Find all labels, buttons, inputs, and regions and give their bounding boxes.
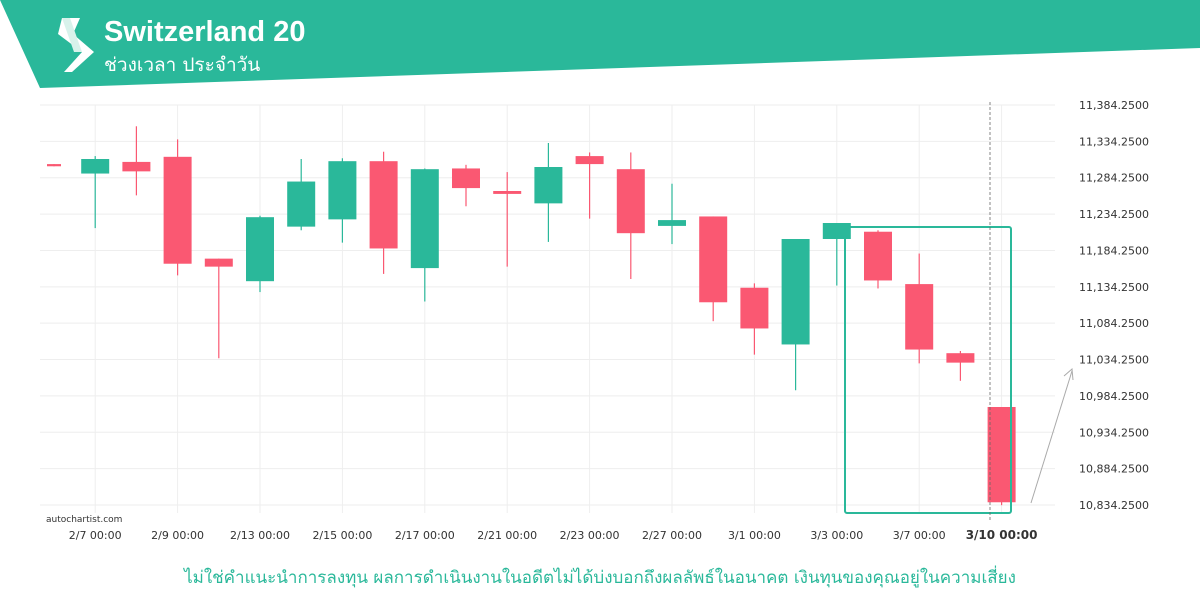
timeframe-subtitle: ช่วงเวลา ประจำวัน bbox=[104, 54, 261, 76]
y-axis: 11,384.2500 11,334.2500 11,284.2500 11,234.… bbox=[1079, 99, 1149, 512]
header-background bbox=[0, 0, 1200, 88]
candle-body bbox=[699, 216, 728, 303]
risk-disclaimer: ไม่ใช่คำแนะนำการลงทุน ผลการดำเนินงานในอด… bbox=[184, 568, 1016, 588]
candle-body bbox=[204, 258, 233, 267]
candle-body bbox=[658, 220, 686, 226]
candle-body bbox=[781, 239, 810, 345]
x-tick-label: 3/1 00:00 bbox=[728, 529, 781, 542]
x-tick-label: 2/7 00:00 bbox=[69, 529, 122, 542]
y-tick-label: 11,134.2500 bbox=[1079, 281, 1149, 294]
candle-body bbox=[946, 353, 975, 363]
candles bbox=[47, 126, 1016, 506]
y-tick-label: 11,334.2500 bbox=[1079, 135, 1149, 148]
x-axis: 2/7 00:00 2/9 00:00 2/13 00:00 2/15 00:00 2/… bbox=[69, 528, 1038, 542]
y-tick-label: 10,984.2500 bbox=[1079, 390, 1149, 403]
x-tick-label: 3/3 00:00 bbox=[810, 529, 863, 542]
y-tick-label: 11,034.2500 bbox=[1079, 354, 1149, 367]
watermark-text: autochartist.com bbox=[46, 515, 123, 525]
projection-arrow-line bbox=[1030, 370, 1073, 504]
pattern-highlight-box bbox=[844, 226, 1012, 514]
x-tick-label: 2/9 00:00 bbox=[151, 529, 204, 542]
x-tick-label: 2/13 00:00 bbox=[230, 529, 290, 542]
x-tick-label: 3/10 00:00 bbox=[966, 528, 1038, 542]
x-tick-label: 2/23 00:00 bbox=[560, 529, 620, 542]
candle-body bbox=[163, 156, 192, 264]
candle-body bbox=[122, 161, 151, 172]
y-tick-label: 11,184.2500 bbox=[1079, 244, 1149, 257]
x-tick-label: 2/27 00:00 bbox=[642, 529, 702, 542]
header-band bbox=[0, 0, 1200, 88]
chart-overlay bbox=[844, 102, 1074, 520]
candle-body bbox=[410, 169, 439, 269]
header-banner: Switzerland 20 ช่วงเวลา ประจำวัน bbox=[0, 0, 1200, 90]
x-tick-label: 2/15 00:00 bbox=[312, 529, 372, 542]
candle-body bbox=[905, 284, 934, 350]
candle-body bbox=[616, 169, 645, 234]
candle-body bbox=[575, 156, 604, 165]
candle-body bbox=[452, 168, 480, 189]
y-tick-label: 11,384.2500 bbox=[1079, 99, 1149, 112]
candle-body bbox=[81, 159, 110, 174]
y-tick-label: 11,284.2500 bbox=[1079, 172, 1149, 185]
y-tick-label: 10,934.2500 bbox=[1079, 426, 1149, 439]
y-tick-label: 11,084.2500 bbox=[1079, 317, 1149, 330]
y-tick-label: 11,234.2500 bbox=[1079, 208, 1149, 221]
candle-body bbox=[328, 161, 357, 220]
candle-body bbox=[740, 287, 769, 329]
x-tick-label: 2/17 00:00 bbox=[395, 529, 455, 542]
candle-body bbox=[822, 223, 851, 239]
candle-body bbox=[369, 161, 398, 249]
candle-body bbox=[864, 231, 892, 281]
instrument-title: Switzerland 20 bbox=[104, 16, 306, 48]
y-tick-label: 10,884.2500 bbox=[1079, 463, 1149, 476]
x-tick-label: 2/21 00:00 bbox=[477, 529, 537, 542]
candle-body bbox=[287, 181, 316, 227]
chart-grid bbox=[40, 104, 1055, 513]
autochartist-logo-icon bbox=[58, 18, 94, 72]
candle-body bbox=[534, 167, 563, 204]
candle-body bbox=[246, 217, 274, 282]
y-tick-label: 10,834.2500 bbox=[1079, 499, 1149, 512]
projection-arrow-head bbox=[1063, 367, 1074, 381]
candle-body bbox=[493, 191, 522, 194]
x-tick-label: 3/7 00:00 bbox=[893, 529, 946, 542]
candle-body bbox=[47, 164, 61, 167]
